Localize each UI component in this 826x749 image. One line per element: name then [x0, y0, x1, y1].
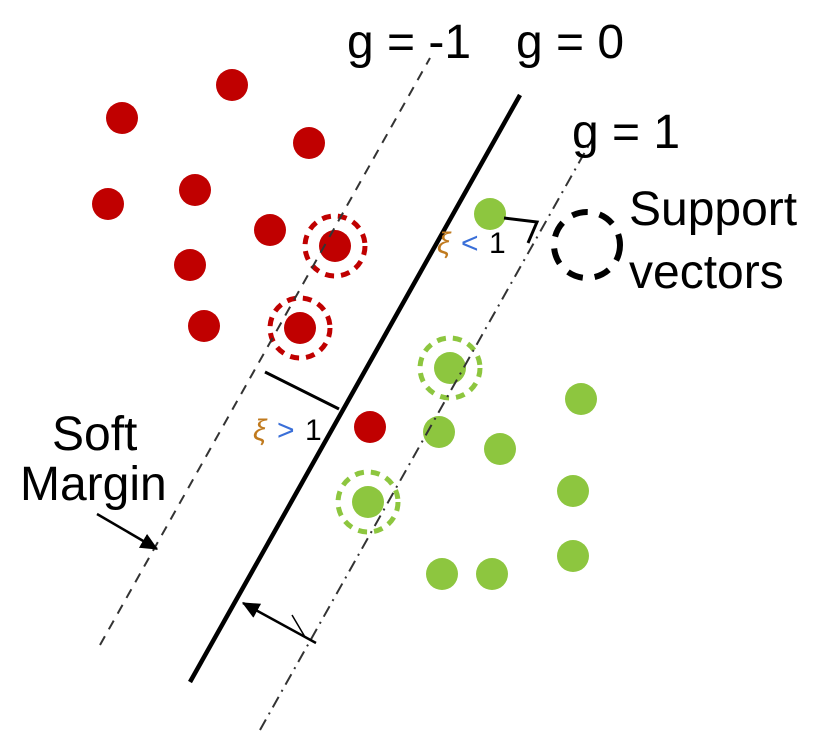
svg-text:g = -1: g = -1 [347, 16, 471, 69]
svg-text:ξ: ξ [253, 414, 268, 447]
svg-text:g = 1: g = 1 [572, 106, 680, 159]
svg-text:ξ: ξ [437, 227, 452, 260]
svg-text:g = 0: g = 0 [516, 16, 624, 69]
svg-text:Margin: Margin [20, 458, 167, 511]
svg-text:1: 1 [305, 414, 322, 447]
svg-text:Soft: Soft [52, 408, 137, 461]
svg-text:<: < [461, 227, 479, 260]
svg-text:>: > [277, 414, 295, 447]
svg-text:Support: Support [629, 183, 797, 236]
svg-text:1: 1 [489, 227, 506, 260]
svg-text:vectors: vectors [629, 246, 784, 299]
